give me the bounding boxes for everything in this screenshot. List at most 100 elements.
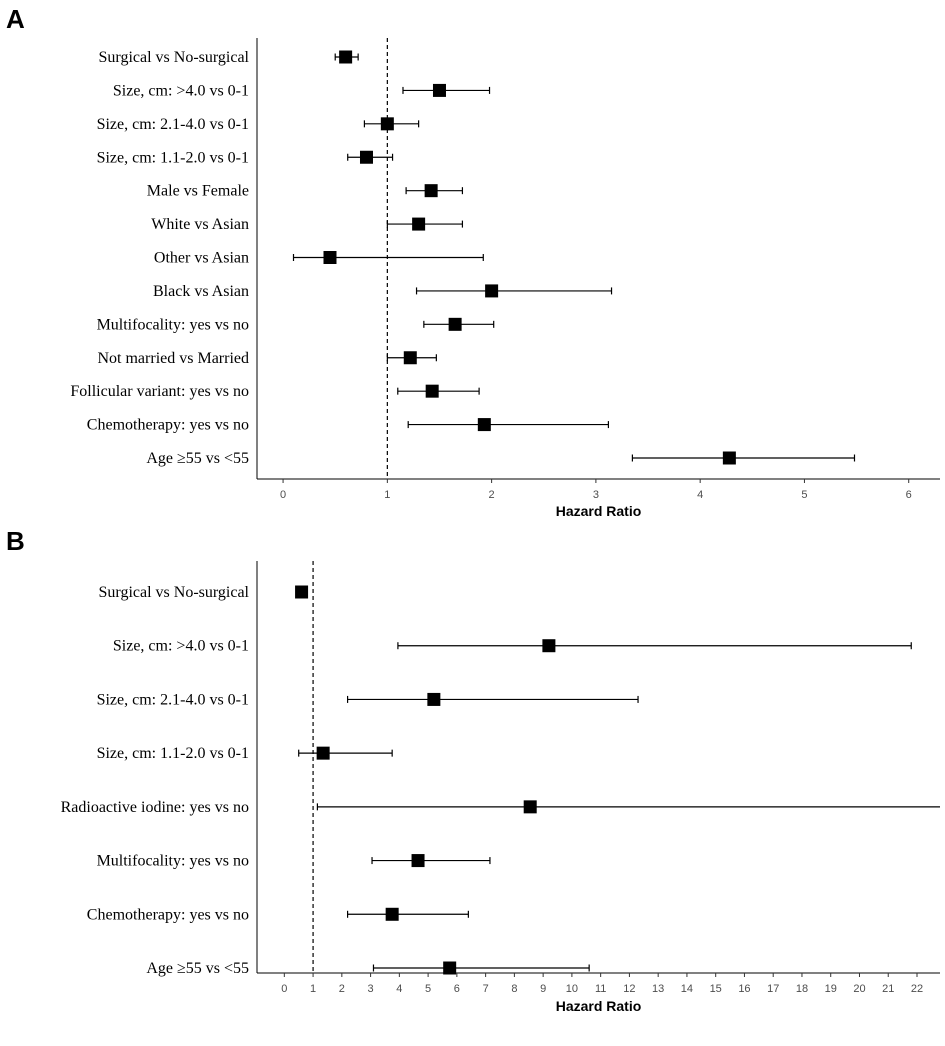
hazard-ratio-point xyxy=(427,692,441,706)
x-tick-label: 12 xyxy=(623,983,635,995)
forest-row: Age ≥55 vs <55 xyxy=(146,960,590,977)
x-tick-label: 15 xyxy=(710,983,722,995)
row-label: Multifocality: yes vs no xyxy=(97,316,249,333)
confidence-interval xyxy=(397,642,912,650)
forest-row: Multifocality: yes vs no xyxy=(97,316,495,333)
forest-row: Surgical vs No-surgical xyxy=(99,584,309,601)
hazard-ratio-point xyxy=(448,317,462,331)
row-label: Other vs Asian xyxy=(154,250,249,267)
hazard-ratio-point xyxy=(359,150,373,164)
row-label: Black vs Asian xyxy=(153,283,249,300)
confidence-interval xyxy=(292,254,484,261)
row-label: Chemotherapy: yes vs no xyxy=(87,417,249,434)
hazard-ratio-point xyxy=(412,217,426,231)
x-tick-label: 10 xyxy=(566,983,578,995)
x-tick-label: 22 xyxy=(911,983,923,995)
forest-row: Chemotherapy: yes vs no xyxy=(87,906,469,923)
row-label: White vs Asian xyxy=(151,216,249,233)
confidence-interval xyxy=(371,857,491,865)
forest-row: Chemotherapy: yes vs no xyxy=(87,417,610,434)
hazard-ratio-point xyxy=(323,251,337,264)
confidence-interval xyxy=(346,910,469,918)
forest-row: Size, cm: 2.1-4.0 vs 0-1 xyxy=(97,116,420,133)
row-label: Size, cm: 1.1-2.0 vs 0-1 xyxy=(97,745,249,762)
x-tick-label: 18 xyxy=(796,983,808,995)
x-tick-label: 5 xyxy=(801,489,807,501)
hazard-ratio-point xyxy=(339,50,353,64)
hazard-ratio-point xyxy=(385,907,399,921)
row-label: Multifocality: yes vs no xyxy=(97,853,249,870)
forest-row: Follicular variant: yes vs no xyxy=(70,383,480,400)
x-tick-label: 2 xyxy=(339,983,345,995)
confidence-interval xyxy=(402,86,491,94)
forest-row: Other vs Asian xyxy=(154,250,484,267)
row-label: Size, cm: 2.1-4.0 vs 0-1 xyxy=(97,116,249,133)
x-tick-label: 6 xyxy=(454,983,460,995)
x-tick-label: 7 xyxy=(483,983,489,995)
forest-row: Black vs Asian xyxy=(153,283,613,300)
x-tick-label: 17 xyxy=(767,983,779,995)
hazard-ratio-point xyxy=(443,961,457,975)
forest-row: Size, cm: >4.0 vs 0-1 xyxy=(113,82,491,99)
x-tick-label: 0 xyxy=(280,489,286,501)
hazard-ratio-point xyxy=(403,351,417,365)
x-tick-label: 8 xyxy=(511,983,517,995)
forest-row: Radioactive iodine: yes vs no xyxy=(61,799,940,816)
panel-b: B0 1 2 3 4 5 6 7 8 9 10 11 12 13 14 15 16 17 18 19 20 21 22Haz… xyxy=(6,526,940,1014)
x-tick-label: 4 xyxy=(697,489,703,501)
x-tick-label: 1 xyxy=(384,489,390,501)
x-tick-label: 16 xyxy=(738,983,750,995)
row-label: Male vs Female xyxy=(147,183,249,200)
x-tick-label: 19 xyxy=(825,983,837,995)
x-tick-label: 4 xyxy=(396,983,402,995)
confidence-interval xyxy=(316,803,940,811)
x-tick-label: 5 xyxy=(425,983,431,995)
hazard-ratio-point xyxy=(523,800,537,814)
confidence-interval xyxy=(298,749,393,757)
row-label: Age ≥55 vs <55 xyxy=(146,960,249,977)
row-label: Radioactive iodine: yes vs no xyxy=(61,799,249,816)
x-tick-label: 3 xyxy=(368,983,374,995)
x-tick-label: 0 xyxy=(281,983,287,995)
row-label: Size, cm: >4.0 vs 0-1 xyxy=(113,638,249,655)
hazard-ratio-point xyxy=(424,184,438,198)
hazard-ratio-point xyxy=(411,854,425,868)
panel-letter: B xyxy=(6,526,25,556)
hazard-ratio-point xyxy=(295,585,309,599)
x-tick-label: 20 xyxy=(853,983,865,995)
x-tick-label: 1 xyxy=(310,983,316,995)
row-label: Surgical vs No-surgical xyxy=(99,584,250,601)
forest-row: Size, cm: 1.1-2.0 vs 0-1 xyxy=(97,149,394,166)
x-tick-label: 2 xyxy=(489,489,495,501)
x-tick-label: 11 xyxy=(595,983,606,995)
confidence-interval xyxy=(372,964,590,972)
row-label: Chemotherapy: yes vs no xyxy=(87,906,249,923)
row-label: Size, cm: 1.1-2.0 vs 0-1 xyxy=(97,149,249,166)
forest-row: Male vs Female xyxy=(147,183,464,200)
row-label: Not married vs Married xyxy=(97,350,249,367)
x-tick-label: 6 xyxy=(906,489,912,501)
row-label: Surgical vs No-surgical xyxy=(99,49,250,66)
forest-row: Age ≥55 vs <55 xyxy=(146,450,856,467)
row-label: Size, cm: >4.0 vs 0-1 xyxy=(113,82,249,99)
confidence-interval xyxy=(346,695,639,703)
forest-row: Size, cm: >4.0 vs 0-1 xyxy=(113,638,912,655)
hazard-ratio-point xyxy=(425,384,439,398)
x-axis-title: Hazard Ratio xyxy=(556,998,642,1014)
row-label: Size, cm: 2.1-4.0 vs 0-1 xyxy=(97,691,249,708)
panel-a: A 0 1 2 3 4 5 6 Hazard Ratio Surgical vs No-surgi… xyxy=(6,4,940,519)
forest-row: Size, cm: 2.1-4.0 vs 0-1 xyxy=(97,691,639,708)
forest-row: Size, cm: 1.1-2.0 vs 0-1 xyxy=(97,745,393,762)
row-label: Follicular variant: yes vs no xyxy=(70,383,249,400)
x-tick-label: 21 xyxy=(882,983,894,995)
hazard-ratio-point xyxy=(722,451,736,465)
row-label: Age ≥55 vs <55 xyxy=(146,450,249,467)
x-tick-label: 9 xyxy=(540,983,546,995)
confidence-interval xyxy=(407,421,610,429)
x-tick-label: 14 xyxy=(681,983,693,995)
panel-letter: A xyxy=(6,4,25,34)
confidence-interval xyxy=(631,454,856,462)
hazard-ratio-point xyxy=(432,83,446,97)
x-tick-label: 3 xyxy=(593,489,599,501)
